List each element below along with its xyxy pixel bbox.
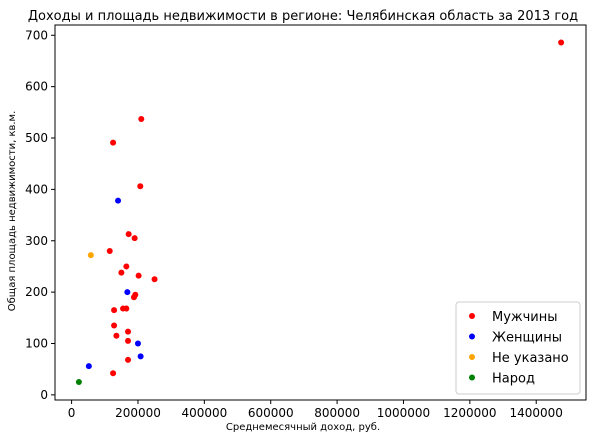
point-2-0: [87, 252, 94, 259]
point-0-3: [137, 183, 144, 190]
y-tick-label-6: 600: [25, 80, 48, 94]
x-tick-label-6: 1200000: [443, 406, 496, 420]
point-0-21: [110, 370, 117, 377]
point-0-18: [113, 332, 120, 339]
y-tick-label-1: 100: [25, 336, 48, 350]
chart-title: Доходы и площадь недвижимости в регионе:…: [28, 9, 578, 24]
x-tick-label-1: 200000: [115, 406, 161, 420]
x-tick-label-2: 400000: [181, 406, 227, 420]
legend-marker-1: [469, 333, 475, 340]
point-0-17: [125, 328, 132, 335]
point-0-14: [123, 305, 130, 312]
point-1-2: [134, 340, 141, 347]
point-0-20: [125, 356, 132, 363]
legend-label-0: Мужчины: [492, 310, 558, 325]
point-0-0: [558, 39, 565, 46]
legend-label-1: Женщины: [492, 331, 562, 346]
plot-frame: [54, 24, 587, 401]
plot-area: 0 200000 400000 600000 800000 1000000 1200000 1…: [25, 24, 587, 420]
point-1-0: [115, 197, 122, 204]
x-tick-label-3: 600000: [248, 406, 294, 420]
x-axis-label: Среднемесячный доход, руб.: [226, 422, 380, 433]
point-0-6: [106, 248, 113, 255]
point-0-5: [131, 235, 138, 242]
y-tick-label-0: 0: [40, 388, 48, 402]
point-0-19: [125, 337, 132, 344]
point-0-12: [130, 294, 137, 301]
y-axis-label: Общая площадь недвижимости, кв.м.: [7, 111, 18, 312]
point-0-4: [125, 231, 132, 238]
point-0-8: [118, 269, 125, 276]
x-tick-label-0: 0: [68, 406, 76, 420]
legend-marker-0: [469, 313, 475, 319]
legend-marker-2: [469, 354, 475, 360]
x-tick-label-5: 1000000: [377, 406, 430, 420]
point-3-0: [75, 379, 82, 386]
point-1-3: [137, 353, 144, 360]
point-0-1: [138, 116, 145, 123]
point-1-1: [124, 289, 131, 296]
legend-marker-3: [469, 374, 475, 381]
y-tick-label-4: 400: [25, 182, 48, 196]
point-0-15: [111, 307, 118, 314]
point-0-2: [110, 139, 117, 146]
y-tick-label-2: 200: [25, 285, 48, 299]
y-tick-label-3: 300: [25, 234, 48, 248]
point-0-10: [151, 276, 158, 283]
point-0-16: [111, 322, 118, 329]
y-tick-label-7: 700: [25, 28, 48, 42]
y-tick-label-5: 500: [25, 131, 48, 145]
legend-label-2: Не указано: [492, 351, 569, 366]
legend-box: [455, 301, 581, 395]
x-tick-label-7: 1400000: [509, 406, 562, 420]
point-0-9: [135, 272, 142, 279]
legend-label-3: Народ: [492, 372, 535, 387]
point-0-7: [123, 263, 130, 270]
x-tick-label-4: 800000: [314, 406, 360, 420]
point-1-4: [85, 363, 92, 370]
